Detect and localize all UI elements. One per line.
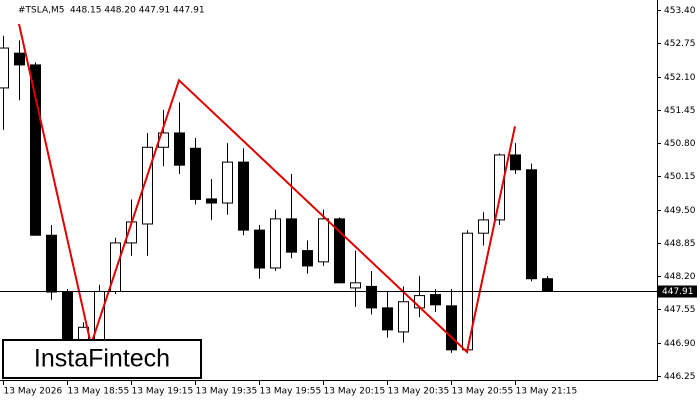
candle-body: [254, 229, 265, 269]
candle-body: [510, 154, 521, 171]
x-tick-label: 13 May 20:55: [452, 387, 514, 397]
candle-body: [334, 218, 345, 284]
candle-body: [542, 278, 553, 292]
x-tick-label: 13 May 2026: [4, 387, 63, 397]
candle-body: [238, 161, 249, 231]
logo: InstaFintech: [34, 345, 170, 373]
y-tick-label: 450.80: [664, 139, 696, 149]
logo-box: [2, 339, 202, 379]
y-tick-label: 453.40: [664, 6, 696, 16]
plot-area: [0, 23, 657, 359]
current-price-box: [657, 285, 697, 298]
candle-body: [318, 218, 329, 263]
x-tick-label: 13 May 19:35: [196, 387, 258, 397]
candle-body: [190, 147, 201, 200]
y-tick-label: 452.10: [664, 73, 696, 83]
candle-body: [62, 291, 73, 343]
y-tick-label: 448.85: [664, 239, 696, 249]
candle-body: [30, 64, 41, 236]
candle-body: [142, 146, 153, 225]
candle-body: [382, 307, 393, 331]
candle-body: [398, 301, 409, 333]
x-tick-label: 13 May 21:15: [516, 387, 578, 397]
current-price-label: 447.91: [662, 287, 694, 297]
candle-body: [222, 161, 233, 204]
y-tick-label: 446.90: [664, 339, 696, 349]
candle-body: [494, 154, 505, 221]
ohlc-text: 448.15 448.20 447.91 447.91: [70, 6, 205, 16]
pattern-line: [18, 23, 516, 354]
symbol: #TSLA,M5: [18, 6, 64, 16]
x-tick-label: 13 May 20:15: [324, 387, 386, 397]
candle-body: [46, 234, 57, 293]
candle-body: [350, 282, 361, 289]
candle-body: [174, 132, 185, 166]
x-tick-label: 13 May 20:35: [388, 387, 450, 397]
candle-body: [0, 47, 9, 89]
x-tick-label: 13 May 18:55: [68, 387, 130, 397]
candle-body: [14, 52, 25, 66]
y-tick-label: 447.55: [664, 305, 696, 315]
y-tick-label: 448.20: [664, 272, 696, 282]
candle-body: [366, 285, 377, 309]
y-tick-label: 452.75: [664, 39, 696, 49]
candle-body: [446, 305, 457, 351]
y-tick-label: 451.45: [664, 106, 696, 116]
candle-body: [526, 169, 537, 280]
y-tick-label: 446.25: [664, 372, 696, 382]
candle-body: [270, 218, 281, 269]
x-tick-label: 13 May 19:55: [260, 387, 322, 397]
candle-body: [302, 250, 313, 267]
y-tick-label: 449.50: [664, 206, 696, 216]
candle-body: [286, 218, 297, 253]
candle-body: [478, 219, 489, 234]
x-tick-label: 13 May 19:15: [132, 387, 194, 397]
candle-body: [430, 294, 441, 306]
candle-body: [206, 198, 217, 204]
y-tick-label: 450.15: [664, 172, 696, 182]
